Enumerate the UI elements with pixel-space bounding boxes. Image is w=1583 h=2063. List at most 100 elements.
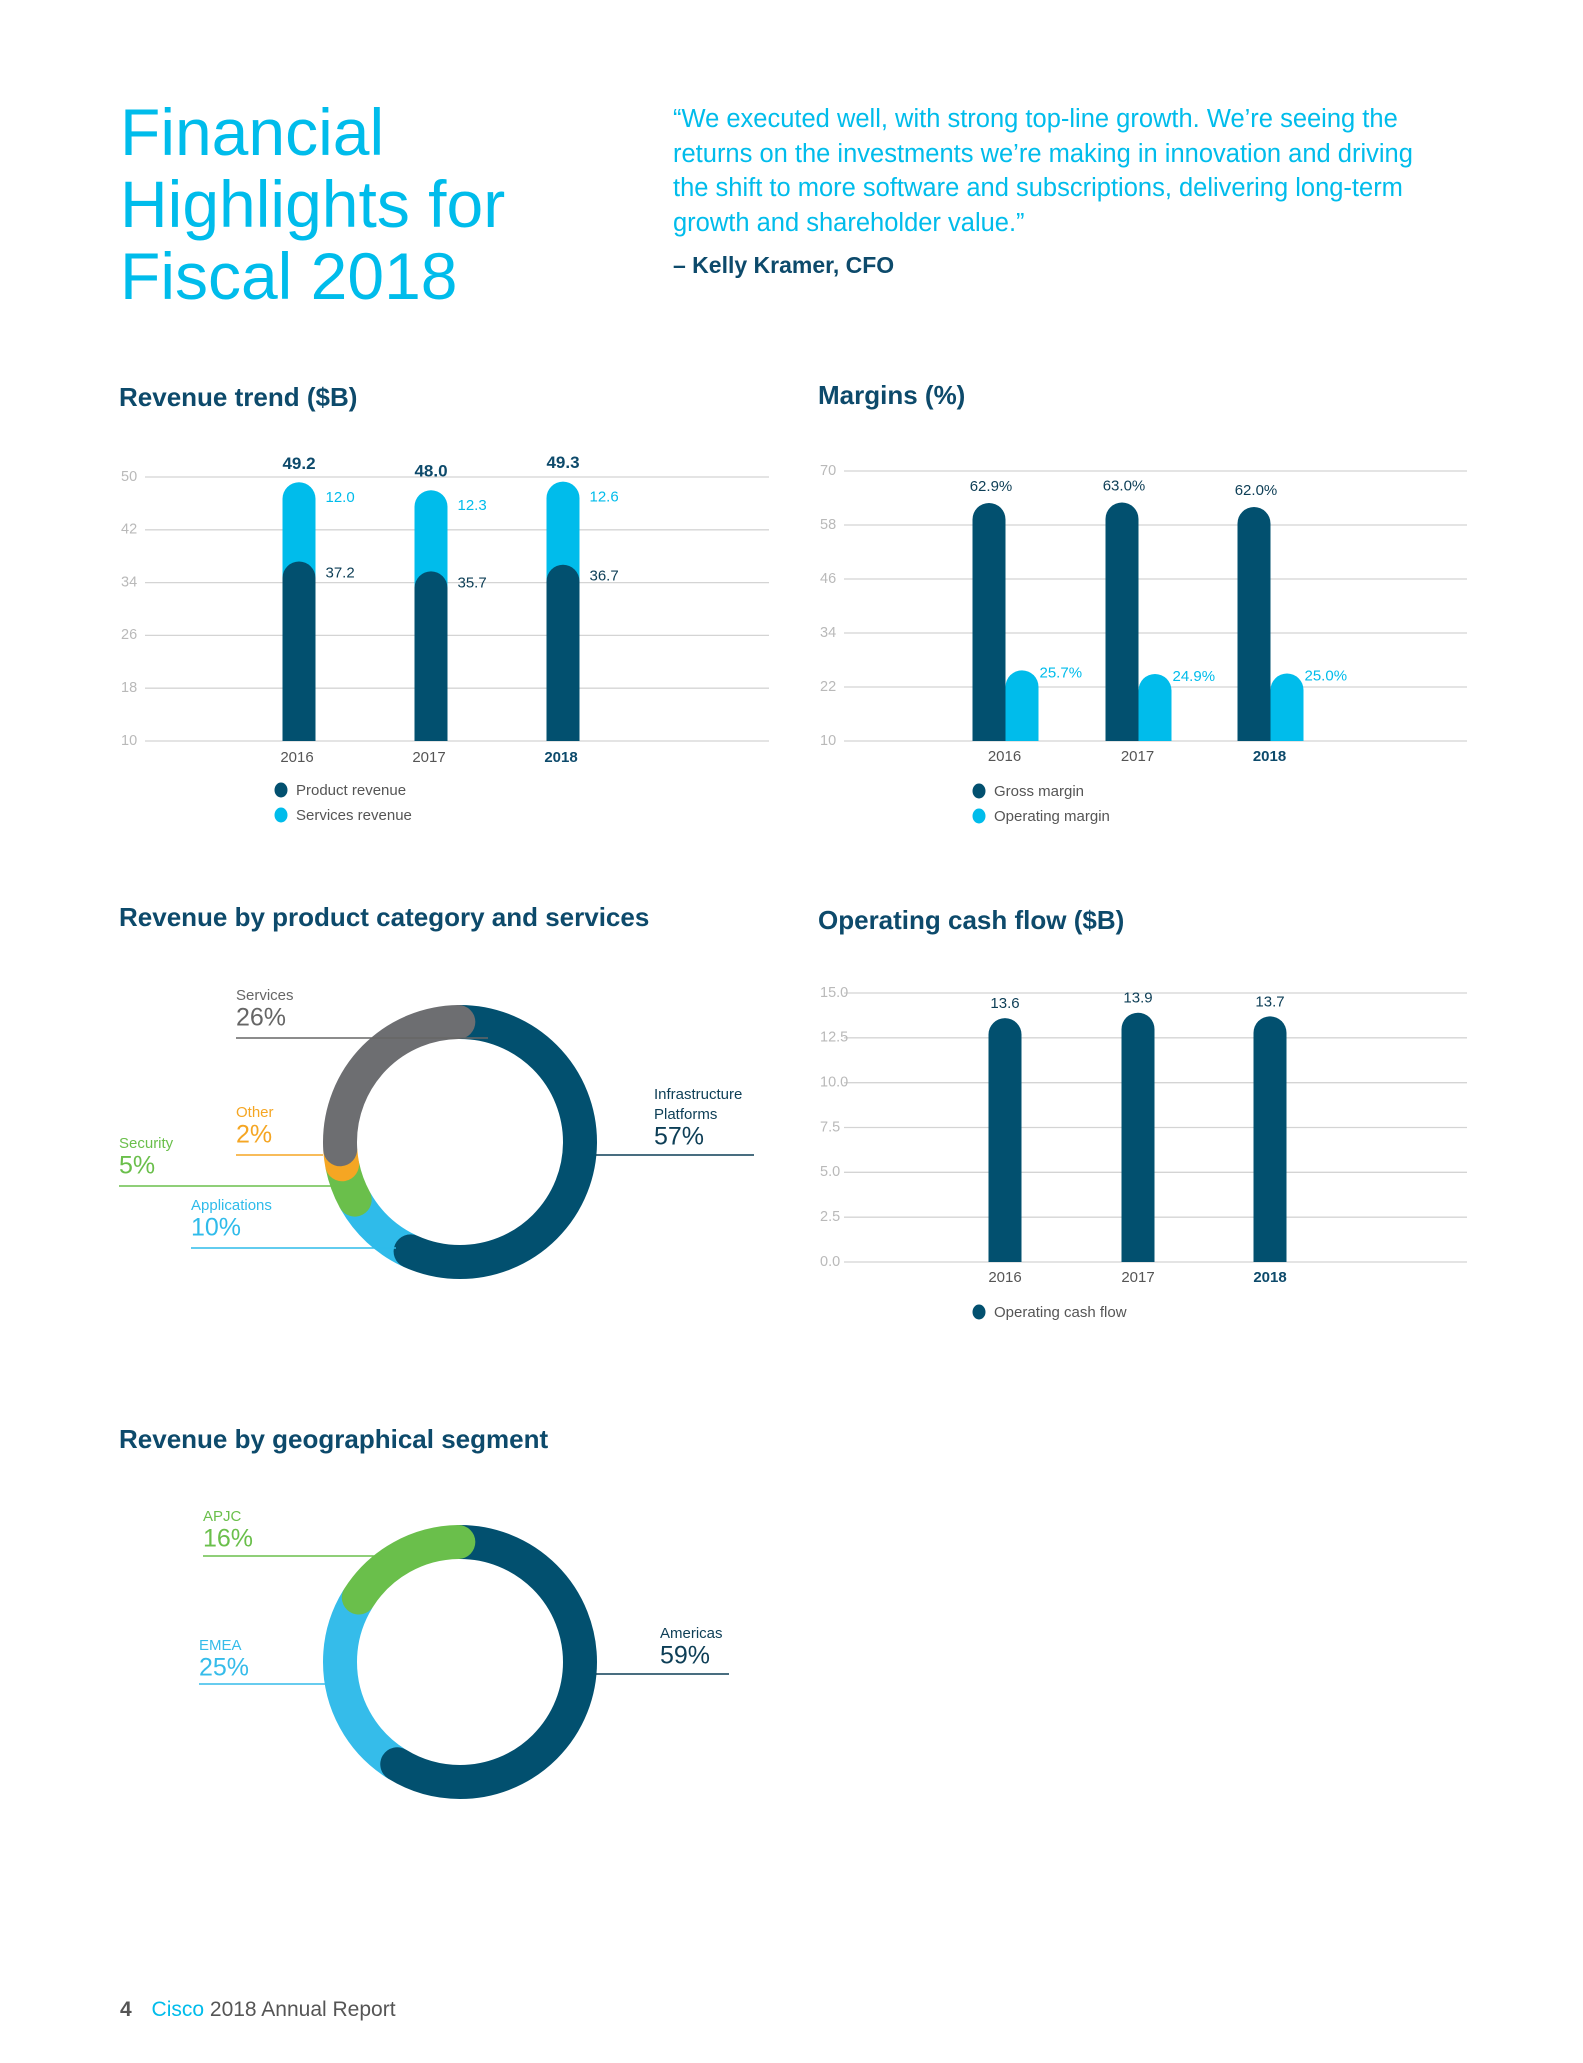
y-tick-label: 58 <box>820 517 836 533</box>
operating-margin-bar <box>1138 673 1172 741</box>
title-line: Highlights for <box>120 167 506 241</box>
y-tick-label: 46 <box>820 571 836 587</box>
americas-label: Americas <box>660 1625 723 1642</box>
services-revenue-label: 12.0 <box>326 489 355 506</box>
margins-title: Margins (%) <box>818 380 966 410</box>
gross-margin-bar <box>972 502 1006 741</box>
y-tick-label: 34 <box>820 625 836 641</box>
revenue-trend-title: Revenue trend ($B) <box>119 382 358 412</box>
operating-cash-flow-label: 13.9 <box>1123 990 1152 1007</box>
donut-segment-emea <box>323 1525 597 1799</box>
title-line: Fiscal 2018 <box>120 239 458 313</box>
y-tick-label: 7.5 <box>820 1119 840 1135</box>
footer-report-name: 2018 Annual Report <box>209 1998 396 2021</box>
y-tick-label: 50 <box>121 469 137 485</box>
operating-cash-flow-bar <box>1253 1016 1287 1262</box>
product-revenue-label: 36.7 <box>590 568 619 585</box>
apjc-label: APJC <box>203 1508 242 1525</box>
revenue-trend-chart: 10 18 26 34 42 50 49.2 12.0 37.2 48.0 12.3 35.7 49.3… <box>121 453 769 824</box>
legend-label: Gross margin <box>994 783 1084 800</box>
footer-brand: Cisco <box>151 1998 205 2021</box>
x-tick-label: 2017 <box>1121 748 1154 765</box>
operating-margin-label: 24.9% <box>1173 668 1216 685</box>
cash-flow-title: Operating cash flow ($B) <box>818 905 1125 935</box>
geography-title: Revenue by geographical segment <box>119 1424 549 1454</box>
gross-margin-label: 62.9% <box>970 478 1013 495</box>
total-revenue-label: 49.3 <box>546 453 579 472</box>
product-revenue-bar <box>282 561 316 741</box>
security-label: Security <box>119 1135 174 1152</box>
legend-label: Operating cash flow <box>994 1304 1127 1321</box>
y-tick-label: 2.5 <box>820 1209 840 1225</box>
x-tick-label: 2017 <box>412 749 445 766</box>
services-revenue-label: 12.3 <box>458 497 487 514</box>
other-percent: 2% <box>236 1121 272 1149</box>
y-tick-label: 26 <box>121 627 137 643</box>
x-tick-label: 2018 <box>1253 748 1286 765</box>
gross-margin-label: 63.0% <box>1103 477 1146 494</box>
legend-label: Product revenue <box>296 782 406 799</box>
quote-line: the shift to more software and subscript… <box>673 174 1403 202</box>
operating-margin-bar <box>1270 673 1304 741</box>
x-tick-label: 2016 <box>280 749 313 766</box>
product-revenue-label: 35.7 <box>458 574 487 591</box>
x-tick-label: 2016 <box>988 748 1021 765</box>
y-tick-label: 22 <box>820 679 836 695</box>
x-tick-label: 2017 <box>1121 1269 1154 1286</box>
cfo-quote: “We executed well, with strong top-line … <box>673 102 1413 240</box>
quote-line: growth and shareholder value.” <box>673 208 1025 237</box>
services-label: Services <box>236 987 294 1004</box>
product-revenue-bar <box>414 571 448 741</box>
y-tick-label: 18 <box>121 680 137 696</box>
x-tick-label: 2018 <box>1253 1269 1286 1286</box>
gross-margin-bar <box>1237 507 1271 741</box>
legend-label: Operating margin <box>994 808 1110 825</box>
americas-percent: 59% <box>660 1642 710 1670</box>
page-footer: 4 Cisco 2018 Annual Report <box>120 1998 396 2022</box>
page-title: Financial Highlights for Fiscal 2018 <box>120 96 505 312</box>
y-tick-label: 42 <box>121 522 137 538</box>
y-tick-label: 5.0 <box>820 1164 840 1180</box>
operating-cash-flow-label: 13.6 <box>990 995 1019 1012</box>
page-number: 4 <box>120 1998 132 2021</box>
security-percent: 5% <box>119 1152 155 1180</box>
total-revenue-label: 49.2 <box>282 454 315 473</box>
legend-marker <box>972 783 986 799</box>
y-tick-label: 34 <box>121 574 137 590</box>
services-revenue-label: 12.6 <box>590 489 619 506</box>
operating-margin-bar <box>1005 670 1039 741</box>
product-revenue-label: 37.2 <box>326 564 355 581</box>
infrastructure-platforms-label: Platforms <box>654 1106 717 1123</box>
apjc-percent: 16% <box>203 1525 253 1553</box>
emea-percent: 25% <box>199 1654 249 1682</box>
quote-line: returns on the investments we’re making … <box>673 139 1413 168</box>
infrastructure-platforms-percent: 57% <box>654 1123 704 1151</box>
emea-label: EMEA <box>199 1637 242 1654</box>
gross-margin-label: 62.0% <box>1235 482 1278 499</box>
y-tick-label: 10 <box>820 733 836 749</box>
quote-attribution: – Kelly Kramer, CFO <box>673 252 895 278</box>
product-revenue-bar <box>546 564 580 741</box>
applications-percent: 10% <box>191 1214 241 1242</box>
operating-margin-label: 25.0% <box>1305 667 1348 684</box>
gross-margin-bar <box>1105 502 1139 741</box>
margins-chart: 10 22 34 46 58 70 62.9% 25.7% 63.0% 24.9% 62.0% 25.… <box>820 463 1467 825</box>
legend-marker <box>274 782 288 798</box>
x-tick-label: 2016 <box>988 1269 1021 1286</box>
legend-marker <box>972 1304 986 1320</box>
y-tick-label: 0.0 <box>820 1254 840 1270</box>
legend-label: Services revenue <box>296 807 412 824</box>
operating-cash-flow-bar <box>1121 1012 1155 1262</box>
y-tick-label: 70 <box>820 463 836 479</box>
quote-line: “We executed well, with strong top-line … <box>673 105 1398 133</box>
other-label: Other <box>236 1104 274 1121</box>
operating-cash-flow-label: 13.7 <box>1255 993 1284 1010</box>
product-category-title: Revenue by product category and services <box>119 902 650 932</box>
donut-segment-services <box>323 1005 597 1279</box>
total-revenue-label: 48.0 <box>414 462 447 481</box>
y-tick-label: 10 <box>121 733 137 749</box>
legend-marker <box>972 808 986 824</box>
